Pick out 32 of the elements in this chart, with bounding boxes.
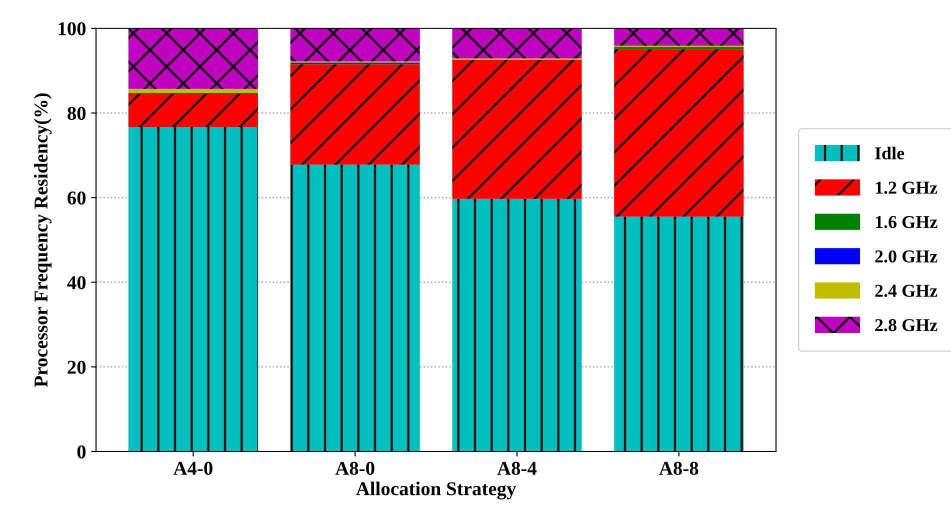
x-tick-label: A4-0 [173, 462, 212, 475]
bar [452, 60, 582, 199]
bar [290, 164, 420, 452]
y-tick-label: 100 [58, 22, 86, 36]
legend-label: Idle [875, 146, 904, 160]
bar [128, 88, 258, 93]
x-tick-label: A8-0 [335, 462, 374, 475]
bar [614, 46, 744, 50]
legend-label: 2.4 GHz [875, 284, 938, 297]
y-tick-label: 40 [67, 276, 86, 290]
x-tick-label: A8-4 [497, 462, 537, 475]
legend-label: 2.0 GHz [875, 250, 938, 263]
y-tick-label: 0 [77, 445, 86, 458]
y-tick-label: 60 [68, 191, 86, 205]
y-tick-label: 80 [68, 106, 86, 120]
x-tick-label: A8-8 [659, 462, 698, 475]
bar [614, 49, 744, 217]
bar [128, 28, 258, 89]
bar [128, 126, 258, 452]
bar [614, 216, 744, 452]
legend-label: 1.6 GHz [876, 216, 938, 228]
bar [452, 28, 582, 58]
bar [128, 94, 258, 127]
bar [452, 198, 582, 452]
bar [290, 28, 420, 62]
legend-label: 1.2 GHz [876, 182, 938, 194]
y-axis-title: Processor Frequency Residency(%) [34, 93, 52, 388]
bar [614, 28, 744, 46]
y-tick-label: 20 [68, 360, 86, 374]
legend-label: 2.8 GHz [875, 319, 938, 332]
bar [290, 64, 420, 165]
x-axis-title: Allocation Strategy [356, 482, 516, 500]
